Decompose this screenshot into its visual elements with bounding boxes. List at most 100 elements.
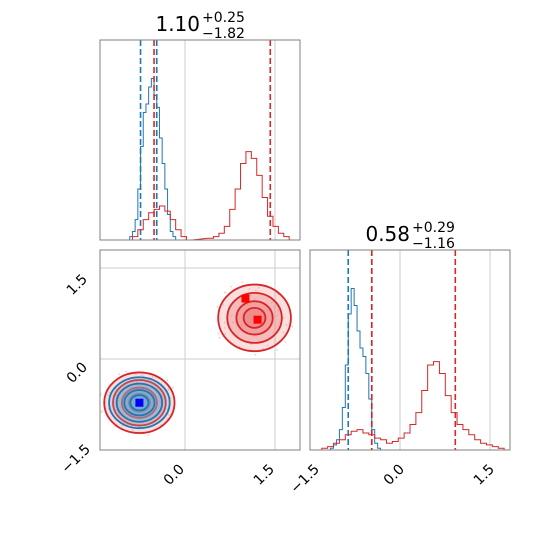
scatter-point: [241, 281, 244, 284]
scatter-point: [216, 306, 219, 308]
scatter-point: [282, 317, 285, 319]
scatter-point: [230, 285, 232, 288]
scatter-point: [276, 314, 279, 317]
marginal-panel-top: 1.10 +0.25 −1.82: [99, 10, 301, 241]
red-histogram: [315, 361, 510, 451]
scatter-point: [119, 406, 122, 409]
scatter-point: [138, 412, 140, 415]
scatter-point: [166, 417, 168, 420]
scatter-point: [114, 425, 116, 428]
scatter-point: [230, 314, 233, 317]
marginal-right-histograms: [315, 250, 510, 451]
scatter-point: [255, 289, 257, 292]
scatter-point: [244, 325, 246, 327]
joint-ytick-1.5: 1.5: [64, 272, 91, 299]
scatter-point: [257, 286, 260, 289]
scatter-point: [224, 291, 227, 294]
scatter-point: [135, 373, 137, 376]
marginal-top-title-value: 1.10: [155, 12, 200, 36]
scatter-point: [107, 394, 109, 397]
right-xtick-0.0: 0.0: [381, 462, 408, 489]
scatter-point: [223, 321, 226, 324]
joint-frame: [99, 249, 301, 451]
scatter-point: [236, 334, 238, 336]
scatter-point: [145, 411, 148, 413]
marginal-right-title-value: 0.58: [365, 222, 410, 246]
scatter-point: [167, 413, 170, 416]
marginal-top-title-plus: +0.25: [202, 10, 245, 26]
scatter-point: [250, 343, 253, 346]
scatter-point: [254, 353, 257, 356]
scatter-point: [149, 408, 151, 411]
scatter-point: [152, 400, 154, 402]
blue-marker: [135, 398, 144, 407]
scatter-point: [246, 303, 249, 305]
scatter-point: [237, 313, 240, 316]
joint-ytick--1.5: −1.5: [58, 442, 93, 477]
right-xtick-1.5: 1.5: [471, 462, 498, 489]
red-histogram: [127, 151, 295, 241]
scatter-point: [266, 344, 269, 347]
red-marker-1: [253, 315, 262, 324]
joint-xtick-1.5: 1.5: [251, 462, 278, 489]
scatter-point: [240, 325, 243, 327]
marginal-top-histograms: [127, 40, 295, 241]
scatter-point: [129, 386, 131, 388]
joint-ytick-0.0: 0.0: [64, 360, 91, 387]
scatter-point: [118, 400, 121, 402]
scatter-point: [241, 316, 243, 319]
scatter-point: [217, 332, 220, 335]
scatter-point: [232, 321, 234, 324]
scatter-point: [277, 309, 279, 312]
scatter-point: [157, 406, 160, 409]
scatter-point: [218, 336, 221, 339]
scatter-point: [161, 395, 164, 397]
scatter-point: [140, 374, 143, 377]
scatter-point: [270, 301, 273, 304]
scatter-point: [147, 434, 150, 436]
marginal-top-title-minus: −1.82: [202, 26, 245, 42]
scatter-point: [276, 349, 279, 351]
scatter-point: [291, 325, 294, 328]
red-marker-0: [241, 294, 250, 303]
scatter-point: [159, 401, 162, 403]
scatter-point: [285, 324, 288, 326]
scatter-point: [151, 376, 154, 378]
scatter-point: [224, 327, 226, 329]
scatter-point: [127, 395, 130, 397]
scatter-point: [282, 331, 285, 334]
scatter-point: [125, 370, 128, 373]
scatter-point: [101, 410, 103, 412]
scatter-point: [222, 304, 225, 306]
scatter-point: [168, 388, 170, 391]
scatter-point: [172, 386, 174, 389]
joint-density-marks: [99, 281, 294, 436]
scatter-point: [135, 381, 138, 383]
scatter-point: [121, 425, 123, 427]
scatter-point: [131, 429, 134, 431]
marginal-right-title-plus: +0.29: [412, 220, 455, 236]
scatter-point: [272, 331, 275, 334]
joint-panel: −1.5 0.0 1.5 0.0 1.5: [58, 249, 301, 489]
scatter-point: [115, 393, 118, 396]
scatter-point: [109, 391, 111, 394]
scatter-point: [100, 393, 102, 395]
blue-histogram: [127, 78, 190, 241]
marginal-top-frame: [99, 39, 301, 241]
scatter-point: [126, 388, 128, 390]
scatter-point: [249, 294, 252, 297]
scatter-point: [166, 379, 169, 381]
scatter-point: [267, 309, 269, 312]
marginal-panel-right: 0.58 +0.29 −1.16 −1.5 0.0 1.5: [287, 220, 511, 497]
scatter-point: [248, 288, 251, 290]
scatter-point: [273, 305, 275, 308]
right-xtick--1.5: −1.5: [287, 462, 322, 497]
blue-histogram: [327, 288, 384, 451]
scatter-point: [118, 373, 120, 375]
scatter-point: [284, 341, 287, 344]
scatter-point: [115, 409, 118, 412]
marginal-right-frame: [309, 249, 511, 451]
scatter-point: [274, 315, 276, 318]
scatter-point: [224, 333, 227, 335]
